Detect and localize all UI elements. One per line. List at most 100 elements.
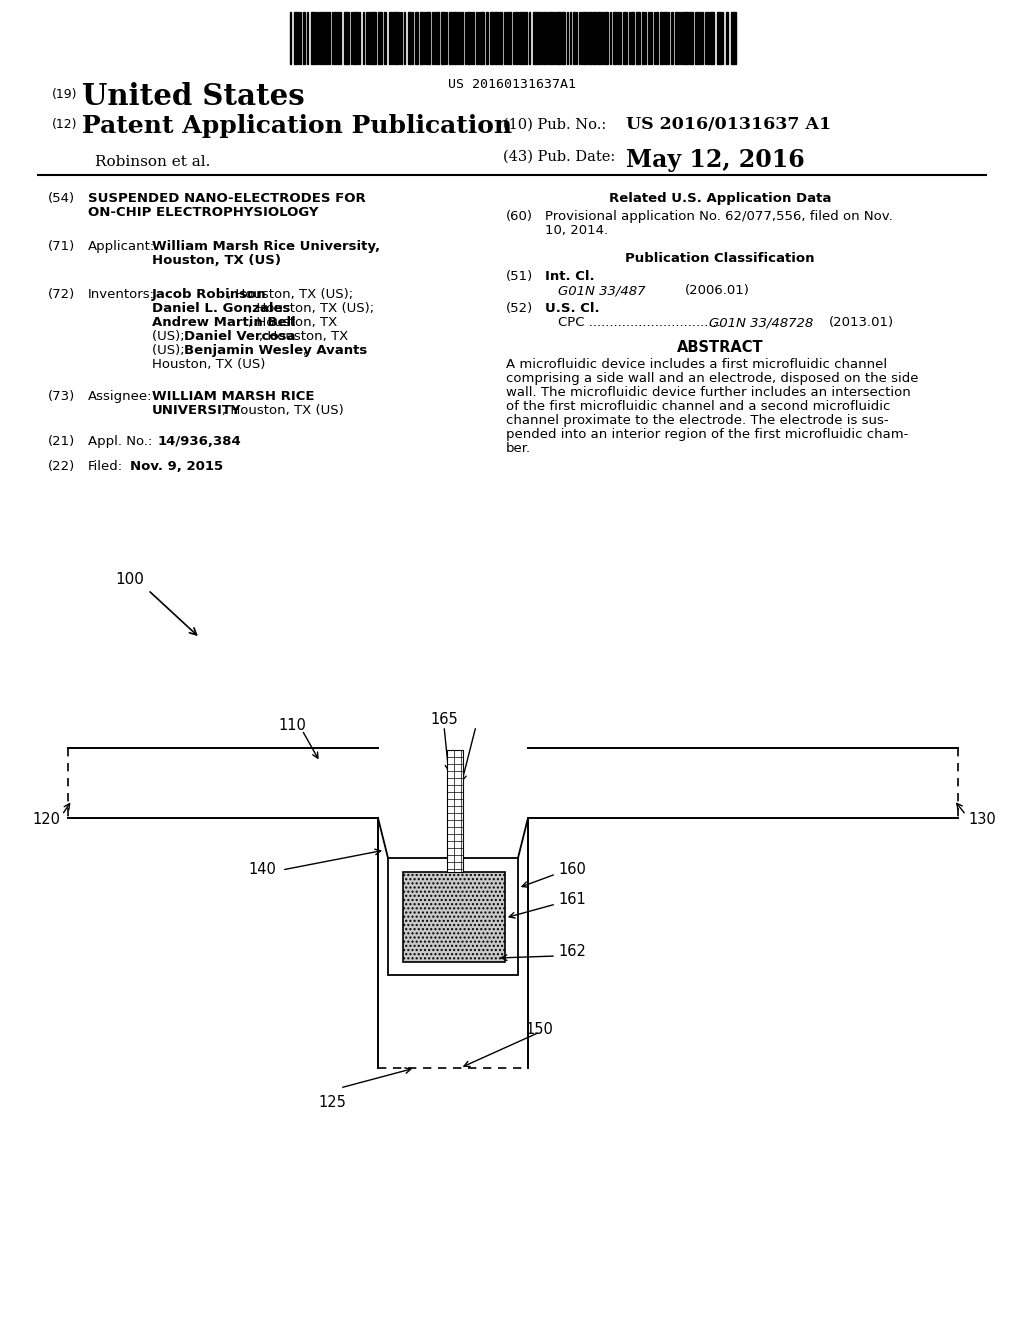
Bar <box>508 12 511 63</box>
Text: 10, 2014.: 10, 2014. <box>545 224 608 238</box>
Bar <box>556 12 561 63</box>
Text: SUSPENDED NANO-ELECTRODES FOR: SUSPENDED NANO-ELECTRODES FOR <box>88 191 366 205</box>
Text: Provisional application No. 62/077,556, filed on Nov.: Provisional application No. 62/077,556, … <box>545 210 893 223</box>
Bar <box>726 12 728 63</box>
Bar <box>494 12 498 63</box>
Bar <box>648 12 650 63</box>
Bar <box>597 12 601 63</box>
Bar <box>539 12 541 63</box>
Bar <box>449 12 452 63</box>
Text: (2013.01): (2013.01) <box>829 315 894 329</box>
Text: Daniel L. Gonzales: Daniel L. Gonzales <box>152 302 291 315</box>
Bar <box>436 12 439 63</box>
Bar <box>472 12 474 63</box>
Text: UNIVERSITY: UNIVERSITY <box>152 404 242 417</box>
Text: Patent Application Publication: Patent Application Publication <box>82 114 512 139</box>
Text: Int. Cl.: Int. Cl. <box>545 271 595 282</box>
Bar <box>323 12 325 63</box>
Text: , Houston, TX (US);: , Houston, TX (US); <box>227 288 353 301</box>
Text: (73): (73) <box>48 389 75 403</box>
Bar <box>613 12 616 63</box>
Text: G01N 33/487: G01N 33/487 <box>558 284 645 297</box>
Bar <box>544 12 546 63</box>
Text: 125: 125 <box>318 1096 346 1110</box>
Text: (US);: (US); <box>152 330 188 343</box>
Bar <box>631 12 634 63</box>
Bar <box>617 12 618 63</box>
Text: 110: 110 <box>278 718 306 733</box>
Bar <box>660 12 663 63</box>
Text: ber.: ber. <box>506 442 531 455</box>
Bar <box>675 12 678 63</box>
Text: WILLIAM MARSH RICE: WILLIAM MARSH RICE <box>152 389 314 403</box>
Text: 161: 161 <box>558 892 586 908</box>
Bar <box>731 12 736 63</box>
Bar <box>368 12 370 63</box>
Text: Assignee:: Assignee: <box>88 389 153 403</box>
Text: Publication Classification: Publication Classification <box>626 252 815 265</box>
Text: Appl. No.:: Appl. No.: <box>88 436 153 447</box>
Bar <box>426 12 430 63</box>
Text: wall. The microfluidic device further includes an intersection: wall. The microfluidic device further in… <box>506 385 910 399</box>
Bar <box>623 12 627 63</box>
Text: United States: United States <box>82 82 305 111</box>
Bar <box>415 12 418 63</box>
Text: William Marsh Rice University,: William Marsh Rice University, <box>152 240 380 253</box>
Bar <box>344 12 349 63</box>
Text: (72): (72) <box>48 288 75 301</box>
Text: Related U.S. Application Data: Related U.S. Application Data <box>609 191 831 205</box>
Text: , Houston, TX (US): , Houston, TX (US) <box>222 404 344 417</box>
Text: (10) Pub. No.:: (10) Pub. No.: <box>503 117 606 132</box>
Bar <box>515 12 517 63</box>
Bar <box>384 12 386 63</box>
Bar <box>490 12 493 63</box>
Text: U.S. Cl.: U.S. Cl. <box>545 302 600 315</box>
Text: A microfluidic device includes a first microfluidic channel: A microfluidic device includes a first m… <box>506 358 887 371</box>
Text: 150: 150 <box>525 1022 553 1038</box>
Bar <box>328 12 330 63</box>
Text: Robinson et al.: Robinson et al. <box>95 154 210 169</box>
Bar <box>671 12 673 63</box>
Text: Filed:: Filed: <box>88 459 123 473</box>
Text: 100: 100 <box>115 572 144 587</box>
Bar <box>683 12 688 63</box>
Bar <box>717 12 721 63</box>
Text: 162: 162 <box>558 945 586 960</box>
Bar <box>499 12 502 63</box>
Text: Jacob Robinson: Jacob Robinson <box>152 288 266 301</box>
Text: 130: 130 <box>968 813 995 828</box>
Text: US 2016/0131637 A1: US 2016/0131637 A1 <box>626 116 831 133</box>
Text: (19): (19) <box>52 88 78 102</box>
Bar <box>294 12 297 63</box>
Text: (12): (12) <box>52 117 78 131</box>
Text: 165: 165 <box>430 711 458 727</box>
Bar <box>549 12 553 63</box>
Bar <box>441 12 445 63</box>
Text: ABSTRACT: ABSTRACT <box>677 341 763 355</box>
Text: (US);: (US); <box>152 345 188 356</box>
Text: channel proximate to the electrode. The electrode is sus-: channel proximate to the electrode. The … <box>506 414 889 426</box>
Bar <box>486 12 488 63</box>
Bar <box>710 12 714 63</box>
Text: 160: 160 <box>558 862 586 878</box>
Bar <box>453 12 456 63</box>
Text: Applicant:: Applicant: <box>88 240 156 253</box>
Bar <box>656 12 658 63</box>
Bar <box>480 12 484 63</box>
Text: comprising a side wall and an electrode, disposed on the side: comprising a side wall and an electrode,… <box>506 372 919 385</box>
Text: Andrew Martin Bell: Andrew Martin Bell <box>152 315 296 329</box>
Bar <box>403 873 505 962</box>
Bar <box>447 750 463 873</box>
Text: , Houston, TX: , Houston, TX <box>259 330 348 343</box>
Bar <box>337 12 339 63</box>
Bar <box>334 12 336 63</box>
Text: Inventors:: Inventors: <box>88 288 155 301</box>
Text: 140: 140 <box>248 862 275 876</box>
Bar <box>408 12 411 63</box>
Bar <box>590 12 592 63</box>
Text: ,: , <box>302 345 306 356</box>
Text: (71): (71) <box>48 240 75 253</box>
Bar <box>689 12 693 63</box>
Bar <box>642 12 644 63</box>
Bar <box>534 12 538 63</box>
